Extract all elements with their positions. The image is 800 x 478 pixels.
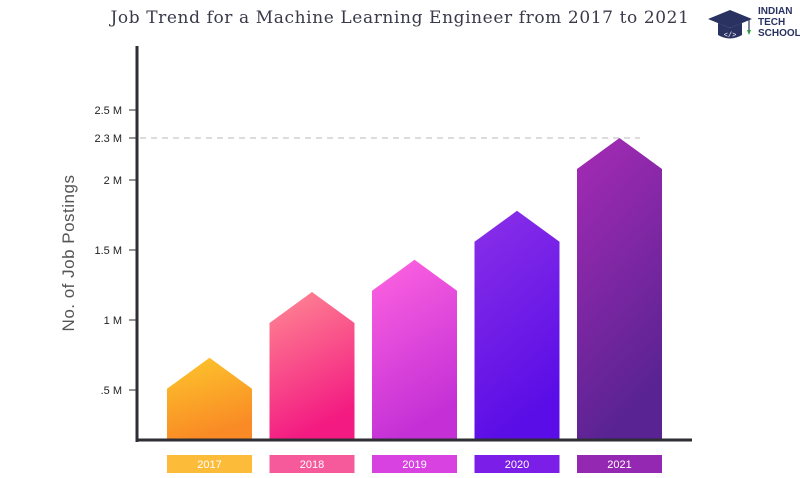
category-label-box <box>372 455 457 473</box>
logo-text-line-3: SCHOOL <box>758 28 800 39</box>
x-tick-label: 2020 <box>505 459 529 471</box>
x-tick-label: 2019 <box>402 459 426 471</box>
logo-text-line-2: TECH <box>758 17 786 28</box>
y-tick-label: 1 M <box>104 315 122 327</box>
x-tick-label: 2018 <box>300 459 324 471</box>
bar-2020 <box>474 210 560 440</box>
x-tick-label: 2021 <box>607 459 631 471</box>
graduation-cap-code-icon: </> <box>708 10 752 40</box>
bar-2018 <box>269 292 355 440</box>
category-label-box <box>577 455 662 473</box>
x-tick-label: 2017 <box>197 459 221 471</box>
y-axis-label: No. of Job Postings <box>59 175 78 332</box>
bar-2021 <box>577 138 662 440</box>
y-tick-label: 2 M <box>104 175 122 187</box>
chart-title: Job Trend for a Machine Learning Enginee… <box>110 8 690 28</box>
category-label-box <box>269 455 355 473</box>
y-tick-label: 2.3 M <box>94 133 122 145</box>
y-tick-label: 1.5 M <box>94 245 122 257</box>
bar-2019 <box>372 259 457 440</box>
category-label-box <box>474 455 560 473</box>
y-tick-label: 2.5 M <box>94 105 122 117</box>
indian-tech-school-logo: </> INDIAN TECH SCHOOL <box>706 2 800 48</box>
svg-text:</>: </> <box>724 32 737 40</box>
bar-2017 <box>167 357 252 440</box>
category-label-box <box>167 455 252 473</box>
logo-text-line-1: INDIAN <box>758 6 793 17</box>
y-tick-label: .5 M <box>101 385 122 397</box>
